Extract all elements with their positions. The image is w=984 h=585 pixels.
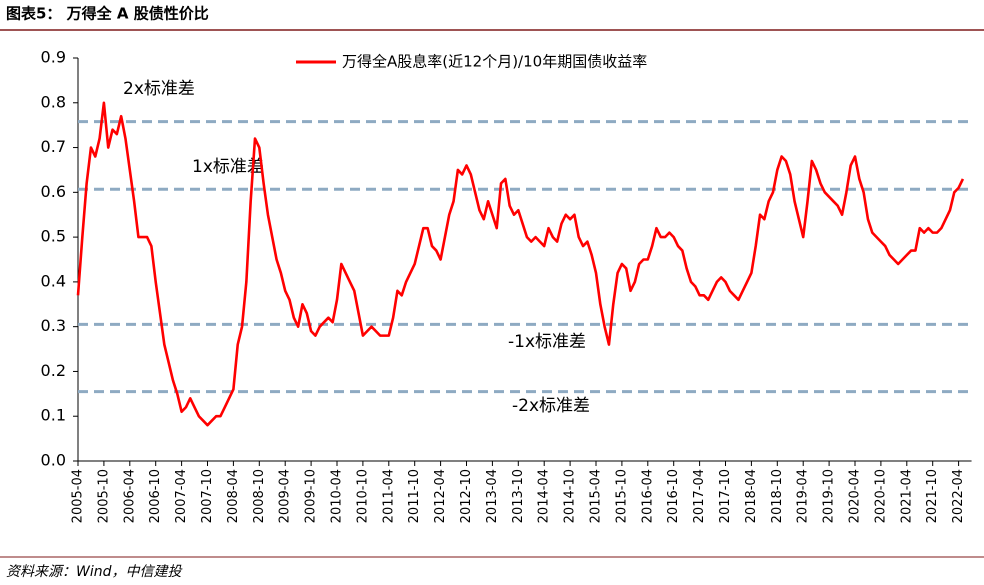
- x-tick-label: 2018-04: [744, 469, 759, 523]
- chart-title: 图表5： 万得全 A 股债性价比: [6, 5, 209, 23]
- x-tick-label: 2019-04: [796, 469, 811, 523]
- x-tick-label: 2016-10: [666, 469, 681, 523]
- x-tick-label: 2010-10: [355, 469, 370, 523]
- x-tick-label: 2017-10: [718, 469, 733, 523]
- x-tick-label: 2005-10: [96, 469, 111, 523]
- y-tick-label: 0.9: [41, 48, 66, 67]
- x-tick-label: 2022-04: [951, 469, 966, 523]
- x-tick-label: 2009-04: [278, 469, 293, 523]
- x-tick-label: 2008-10: [252, 469, 267, 523]
- legend-label: 万得全A股息率(近12个月)/10年期国债收益率: [342, 53, 647, 71]
- x-tick-label: 2016-04: [640, 469, 655, 523]
- y-tick-label: 0.0: [41, 451, 66, 470]
- x-tick-label: 2015-04: [589, 469, 604, 523]
- x-tick-label: 2006-10: [148, 469, 163, 523]
- reference-label: -1x标准差: [508, 332, 586, 352]
- x-tick-label: 2018-10: [770, 469, 785, 523]
- y-tick-label: 0.4: [41, 271, 66, 290]
- x-tick-label: 2010-04: [330, 469, 345, 523]
- x-tick-label: 2012-04: [433, 469, 448, 523]
- y-tick-label: 0.6: [41, 182, 66, 201]
- y-tick-label: 0.8: [41, 92, 66, 111]
- x-tick-label: 2015-10: [614, 469, 629, 523]
- x-tick-label: 2013-04: [485, 469, 500, 523]
- y-tick-label: 0.2: [41, 361, 66, 380]
- reference-label: -2x标准差: [512, 396, 590, 416]
- x-tick-label: 2021-04: [899, 469, 914, 523]
- x-tick-label: 2011-04: [381, 469, 396, 523]
- x-tick-label: 2012-10: [459, 469, 474, 523]
- x-tick-label: 2019-10: [822, 469, 837, 523]
- x-tick-label: 2014-04: [537, 469, 552, 523]
- y-tick-label: 0.5: [41, 227, 66, 246]
- x-tick-label: 2021-10: [925, 469, 940, 523]
- x-tick-label: 2008-04: [226, 469, 241, 523]
- x-tick-label: 2017-04: [692, 469, 707, 523]
- y-tick-label: 0.1: [41, 406, 66, 425]
- x-tick-label: 2006-04: [122, 469, 137, 523]
- series-line: [76, 101, 965, 427]
- x-tick-label: 2014-10: [563, 469, 578, 523]
- x-tick-label: 2005-04: [71, 469, 86, 523]
- reference-label: 2x标准差: [123, 79, 195, 99]
- source: 资料来源：Wind，中信建投: [6, 564, 183, 580]
- x-tick-label: 2007-04: [174, 469, 189, 523]
- x-tick-label: 2020-04: [848, 469, 863, 523]
- x-tick-label: 2009-10: [304, 469, 319, 523]
- y-tick-label: 0.7: [41, 137, 66, 156]
- x-tick-label: 2013-10: [511, 469, 526, 523]
- y-tick-label: 0.3: [41, 316, 66, 335]
- reference-label: 1x标准差: [192, 157, 264, 177]
- x-tick-label: 2007-10: [200, 469, 215, 523]
- x-tick-label: 2011-10: [407, 469, 422, 523]
- x-tick-label: 2020-10: [873, 469, 888, 523]
